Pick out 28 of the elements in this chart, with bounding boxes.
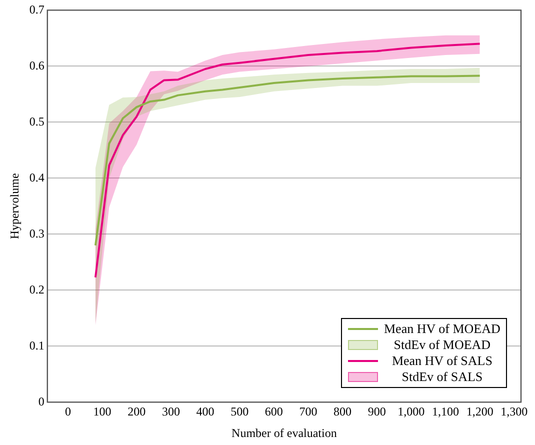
y-tick-label: 0.1 bbox=[29, 338, 44, 352]
legend-label: Mean HV of MOEAD bbox=[384, 321, 500, 338]
x-tick-label: 200 bbox=[128, 404, 146, 419]
x-tick-label: 1,000 bbox=[398, 404, 425, 419]
legend-label: Mean HV of SALS bbox=[390, 353, 494, 370]
annotation: StdEv of MOEAD bbox=[392, 337, 492, 354]
x-tick-label: 900 bbox=[368, 404, 386, 419]
x-axis-title: Number of evaluation bbox=[232, 426, 337, 440]
x-tick-label: 300 bbox=[162, 404, 180, 419]
y-tick-label: 0.5 bbox=[29, 114, 44, 128]
x-tick-label: 1,200 bbox=[466, 404, 494, 419]
x-tick-label: 600 bbox=[264, 404, 283, 419]
y-tick-label: 0.6 bbox=[29, 58, 44, 72]
x-tick-label: 800 bbox=[334, 404, 352, 419]
x-tick-label: 700 bbox=[299, 404, 318, 419]
y-tick-label: 0.2 bbox=[29, 282, 44, 296]
x-tick-label: 100 bbox=[93, 404, 112, 419]
y-tick-label: 0 bbox=[38, 394, 44, 408]
x-tick-label: 1,100 bbox=[432, 404, 459, 419]
x-tick-label: 400 bbox=[196, 404, 214, 419]
x-tick-label: 500 bbox=[230, 404, 249, 419]
y-tick-label: 0.3 bbox=[29, 226, 44, 240]
x-tick-label: 1,300 bbox=[500, 404, 528, 419]
y-tick-label: 0.7 bbox=[29, 2, 44, 16]
annotation: StdEv of SALS bbox=[400, 369, 484, 386]
y-axis-title: Hypervolume bbox=[7, 173, 22, 240]
x-tick-label: 0 bbox=[64, 404, 71, 419]
y-tick-label: 0.4 bbox=[29, 170, 44, 184]
